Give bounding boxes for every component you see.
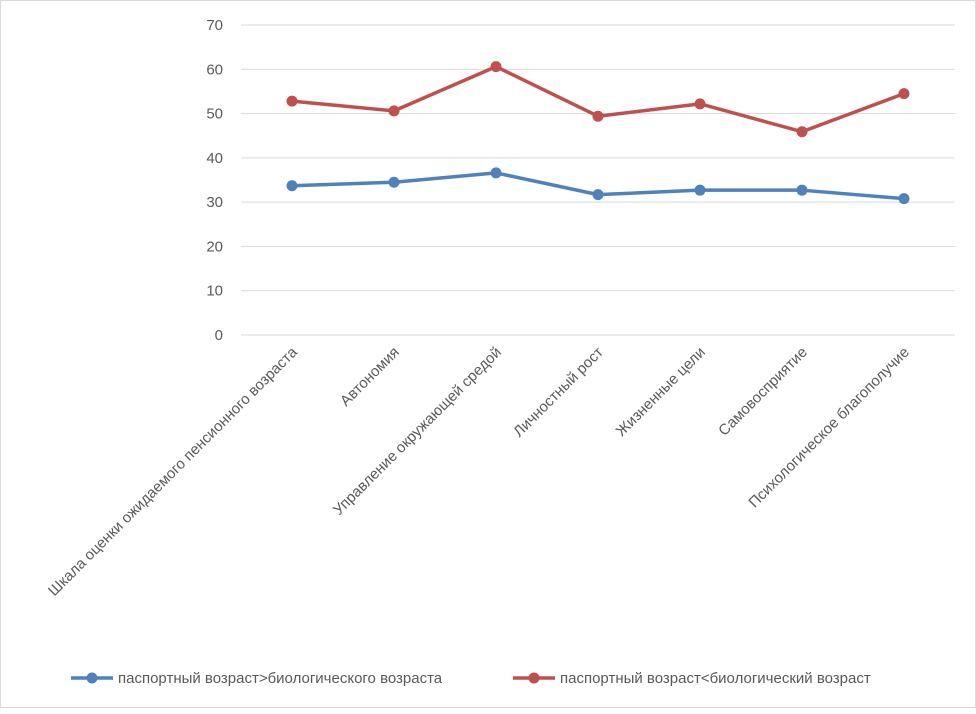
legend-label: паспортный возраст<биологический возраст xyxy=(560,670,871,687)
data-point xyxy=(796,126,808,138)
y-tick-label: 50 xyxy=(206,106,223,123)
x-tick-label: Психологическое благополучие xyxy=(745,344,912,511)
x-tick-label: Личностный рост xyxy=(510,344,607,441)
series-line xyxy=(291,64,905,134)
data-point xyxy=(388,176,400,188)
y-tick-label: 30 xyxy=(206,194,223,211)
data-point xyxy=(592,110,604,122)
y-tick-label: 0 xyxy=(215,327,223,344)
data-point xyxy=(694,98,706,110)
data-point xyxy=(286,180,298,192)
x-tick-label: Жизненные цели xyxy=(613,344,709,440)
legend-marker xyxy=(528,672,540,684)
data-point xyxy=(490,167,502,179)
data-point xyxy=(286,95,298,107)
data-point xyxy=(388,105,400,117)
y-tick-label: 20 xyxy=(206,238,223,255)
data-point xyxy=(592,189,604,201)
y-tick-label: 70 xyxy=(206,17,223,34)
x-tick-label: Управление окружающей средой xyxy=(330,344,505,519)
y-tick-label: 40 xyxy=(206,150,223,167)
data-point xyxy=(898,193,910,205)
legend-label: паспортный возраст>биологического возрас… xyxy=(118,670,443,687)
data-point xyxy=(898,88,910,100)
x-tick-label: Шкала оценки ожидаемого пенсионного возр… xyxy=(45,343,301,599)
x-tick-label: Самовосприятие xyxy=(715,344,811,440)
data-point xyxy=(796,184,808,196)
data-point xyxy=(694,184,706,196)
data-point xyxy=(490,61,502,73)
y-tick-label: 60 xyxy=(206,61,223,78)
x-tick-label: Автономия xyxy=(337,344,403,410)
y-tick-label: 10 xyxy=(206,283,223,300)
legend-marker xyxy=(86,672,98,684)
